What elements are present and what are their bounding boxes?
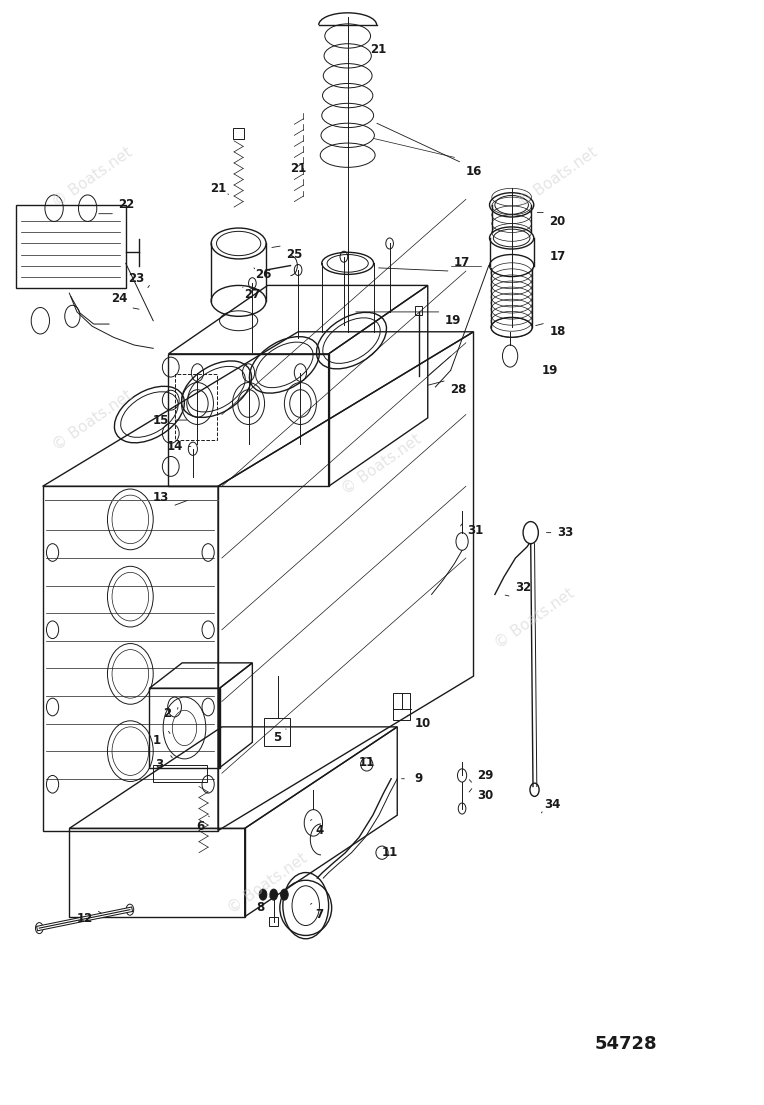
Bar (264, 718, 290, 746)
Text: 26: 26 (256, 267, 272, 281)
Text: 4: 4 (316, 824, 324, 838)
Text: 14: 14 (167, 440, 183, 453)
Text: 20: 20 (549, 214, 565, 228)
Text: 34: 34 (545, 798, 561, 811)
Text: 28: 28 (450, 382, 467, 396)
Text: 23: 23 (128, 272, 144, 285)
Text: 11: 11 (358, 756, 375, 769)
Bar (415, 306, 422, 315)
Bar (174, 373, 216, 440)
Text: 32: 32 (515, 581, 531, 594)
Text: 25: 25 (286, 248, 303, 261)
Text: 7: 7 (316, 908, 323, 920)
Text: 33: 33 (557, 526, 573, 539)
Text: © Boats.net: © Boats.net (515, 145, 600, 210)
Circle shape (259, 890, 267, 901)
Bar (154, 766, 206, 782)
Text: 21: 21 (210, 182, 226, 194)
Text: 17: 17 (549, 250, 565, 263)
Text: 11: 11 (381, 846, 398, 860)
Text: 22: 22 (118, 199, 134, 211)
Text: © Boats.net: © Boats.net (225, 851, 310, 916)
Text: 30: 30 (477, 789, 493, 802)
Text: 8: 8 (256, 902, 264, 914)
Text: 9: 9 (415, 772, 422, 786)
Text: 1: 1 (153, 734, 161, 747)
Bar (233, 127, 244, 138)
Bar (16, 204, 126, 287)
Text: © Boats.net: © Boats.net (492, 586, 577, 652)
Text: 21: 21 (370, 43, 387, 55)
Circle shape (270, 890, 277, 901)
Text: 27: 27 (244, 287, 261, 301)
Text: 15: 15 (153, 413, 169, 427)
Text: 31: 31 (467, 524, 483, 537)
Text: 5: 5 (274, 732, 282, 745)
Text: © Boats.net: © Boats.net (50, 387, 134, 453)
Text: 18: 18 (549, 325, 565, 338)
Bar (269, 917, 278, 926)
Text: 29: 29 (477, 769, 493, 782)
Text: 6: 6 (196, 820, 205, 833)
Text: 54728: 54728 (594, 1034, 657, 1053)
Text: 3: 3 (155, 758, 163, 771)
Text: 10: 10 (414, 717, 431, 730)
Text: 13: 13 (153, 491, 169, 504)
Text: 17: 17 (454, 255, 470, 269)
Text: 19: 19 (542, 364, 558, 377)
Text: 16: 16 (465, 166, 481, 178)
Text: 24: 24 (111, 292, 127, 305)
Text: © Boats.net: © Boats.net (50, 145, 134, 210)
Text: © Boats.net: © Boats.net (339, 431, 425, 497)
Bar (150, 688, 219, 768)
Text: 21: 21 (290, 162, 306, 175)
Text: 19: 19 (445, 314, 461, 327)
Text: 2: 2 (163, 707, 171, 720)
Bar (393, 693, 410, 720)
Circle shape (280, 890, 288, 901)
Text: 12: 12 (76, 913, 92, 925)
